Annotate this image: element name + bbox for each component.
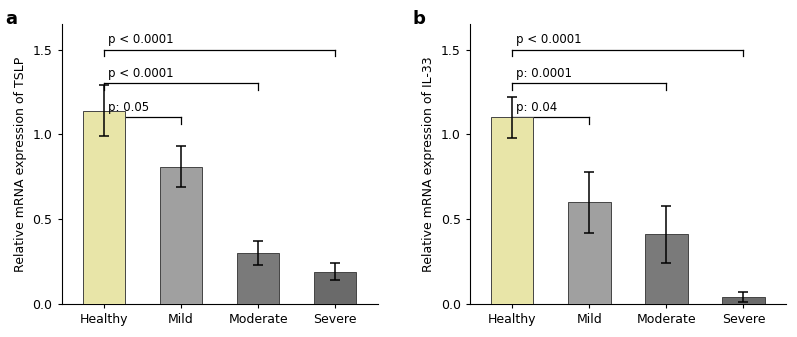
Bar [568,202,611,304]
Text: p: 0.05: p: 0.05 [108,101,149,114]
Bar [491,117,533,304]
Text: a: a [5,10,17,28]
Y-axis label: Relative mRNA expression of TSLP: Relative mRNA expression of TSLP [14,56,27,272]
Text: p < 0.0001: p < 0.0001 [516,33,582,46]
Bar [314,272,356,304]
Bar [722,297,764,304]
Text: p < 0.0001: p < 0.0001 [108,67,174,80]
Bar [83,111,125,304]
Text: p: 0.0001: p: 0.0001 [516,67,572,80]
Text: p: 0.04: p: 0.04 [516,101,557,114]
Y-axis label: Relative mRNA expression of IL-33: Relative mRNA expression of IL-33 [422,56,435,272]
Text: p < 0.0001: p < 0.0001 [108,33,174,46]
Bar [160,166,202,304]
Bar [646,234,688,304]
Bar [237,253,280,304]
Text: b: b [413,10,426,28]
